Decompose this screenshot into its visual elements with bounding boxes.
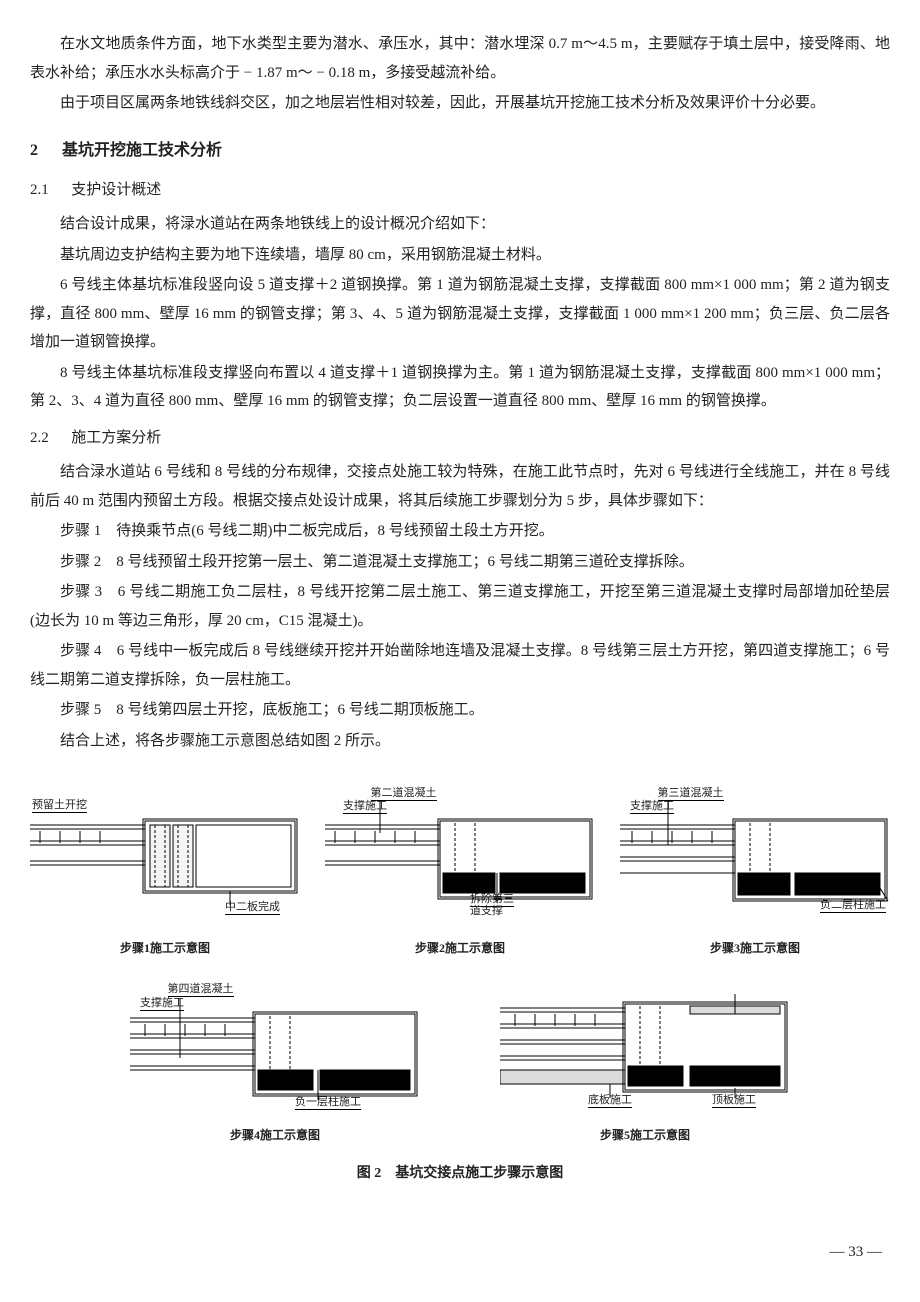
subsection-heading: 2.2 施工方案分析 [30,424,890,453]
annotation: 第三道混凝土 支撑施工 [630,773,724,826]
paragraph: 8 号线主体基坑标准段支撑竖向布置以 4 道支撑＋1 道钢换撑为主。第 1 道为… [30,359,890,416]
subfigure-caption: 步骤5施工示意图 [600,1124,690,1147]
annotation-text: 预留土开挖 [32,799,87,813]
paragraph: 基坑周边支护结构主要为地下连续墙，墙厚 80 cm，采用钢筋混凝土材料。 [30,241,890,270]
subsection-heading: 2.1 支护设计概述 [30,176,890,205]
annotation-text: 负二层柱施工 [820,899,886,913]
subfigure-caption: 步骤1施工示意图 [120,937,210,960]
figure-cell-step2: 第二道混凝土 支撑施工 [325,773,595,960]
step-item: 步骤 1 待换乘节点(6 号线二期)中二板完成后，8 号线预留土段土方开挖。 [30,517,890,546]
annotation-text: 底板施工 [588,1094,632,1108]
step-item: 步骤 2 8 号线预留土段开挖第一层土、第二道混凝土支撑施工；6 号线二期第三道… [30,548,890,577]
paragraph: 结合设计成果，将渌水道站在两条地铁线上的设计概况介绍如下： [30,210,890,239]
section-number: 2 [30,142,38,159]
annotation: 拆除第三 道支撑 [470,893,514,917]
figure-caption: 图 2 基坑交接点施工步骤示意图 [30,1161,890,1188]
paragraph: 结合上述，将各步骤施工示意图总结如图 2 所示。 [30,727,890,756]
annotation: 底板施工 [588,1090,632,1111]
subsection-title: 支护设计概述 [71,182,161,198]
annotation: 第二道混凝土 支撑施工 [343,773,437,826]
step-item: 步骤 3 6 号线二期施工负二层柱，8 号线开挖第二层土施工、第三道支撑施工，开… [30,578,890,635]
subsection-number: 2.2 [30,430,49,446]
figure-cell-step4: 第四道混凝土 支撑施工 [130,970,420,1147]
annotation: 中二板完成 [225,897,280,918]
annotation-text: 负一层柱施工 [295,1096,361,1110]
annotation-text: 第三道混凝土 支撑施工 [630,787,724,814]
paragraph: 6 号线主体基坑标准段竖向设 5 道支撑＋2 道钢换撑。第 1 道为钢筋混凝土支… [30,271,890,357]
figure-cell-step1: 预留土开挖 [30,773,300,960]
subfigure-caption: 步骤3施工示意图 [710,937,800,960]
subfigure-caption: 步骤2施工示意图 [415,937,505,960]
page-number: — 33 — [30,1238,890,1267]
paragraph: 在水文地质条件方面，地下水类型主要为潜水、承压水，其中：潜水埋深 0.7 m～4… [30,30,890,87]
subsection-title: 施工方案分析 [71,430,161,446]
subfigure-caption: 步骤4施工示意图 [230,1124,320,1147]
annotation-text: 中二板完成 [225,901,280,915]
section-title: 基坑开挖施工技术分析 [62,142,222,159]
step-item: 步骤 4 6 号线中一板完成后 8 号线继续开挖并开始凿除地连墙及混凝土支撑。8… [30,637,890,694]
annotation: 负二层柱施工 [820,895,886,916]
figure-cell-step5: 底板施工 顶板施工 步骤5施工示意图 [500,970,790,1147]
annotation: 顶板施工 [712,1090,756,1111]
subsection-number: 2.1 [30,182,49,198]
annotation: 负一层柱施工 [295,1092,361,1113]
figure-row: 第四道混凝土 支撑施工 [30,970,890,1147]
annotation-text: 顶板施工 [712,1094,756,1108]
figure-cell-step3: 第三道混凝土 支撑施工 [620,773,890,960]
figure-2: 预留土开挖 [30,773,890,1187]
paragraph: 结合渌水道站 6 号线和 8 号线的分布规律，交接点处施工较为特殊，在施工此节点… [30,458,890,515]
step-item: 步骤 5 8 号线第四层土开挖，底板施工；6 号线二期顶板施工。 [30,696,890,725]
paragraph: 由于项目区属两条地铁线斜交区，加之地层岩性相对较差，因此，开展基坑开挖施工技术分… [30,89,890,118]
annotation-text: 道支撑 [470,905,503,917]
annotation: 预留土开挖 [32,795,87,816]
annotation: 第四道混凝土 支撑施工 [140,970,234,1023]
annotation-text: 第二道混凝土 支撑施工 [343,787,437,814]
section-heading: 2 基坑开挖施工技术分析 [30,136,890,166]
figure-row: 预留土开挖 [30,773,890,960]
annotation-text: 第四道混凝土 支撑施工 [140,983,234,1010]
